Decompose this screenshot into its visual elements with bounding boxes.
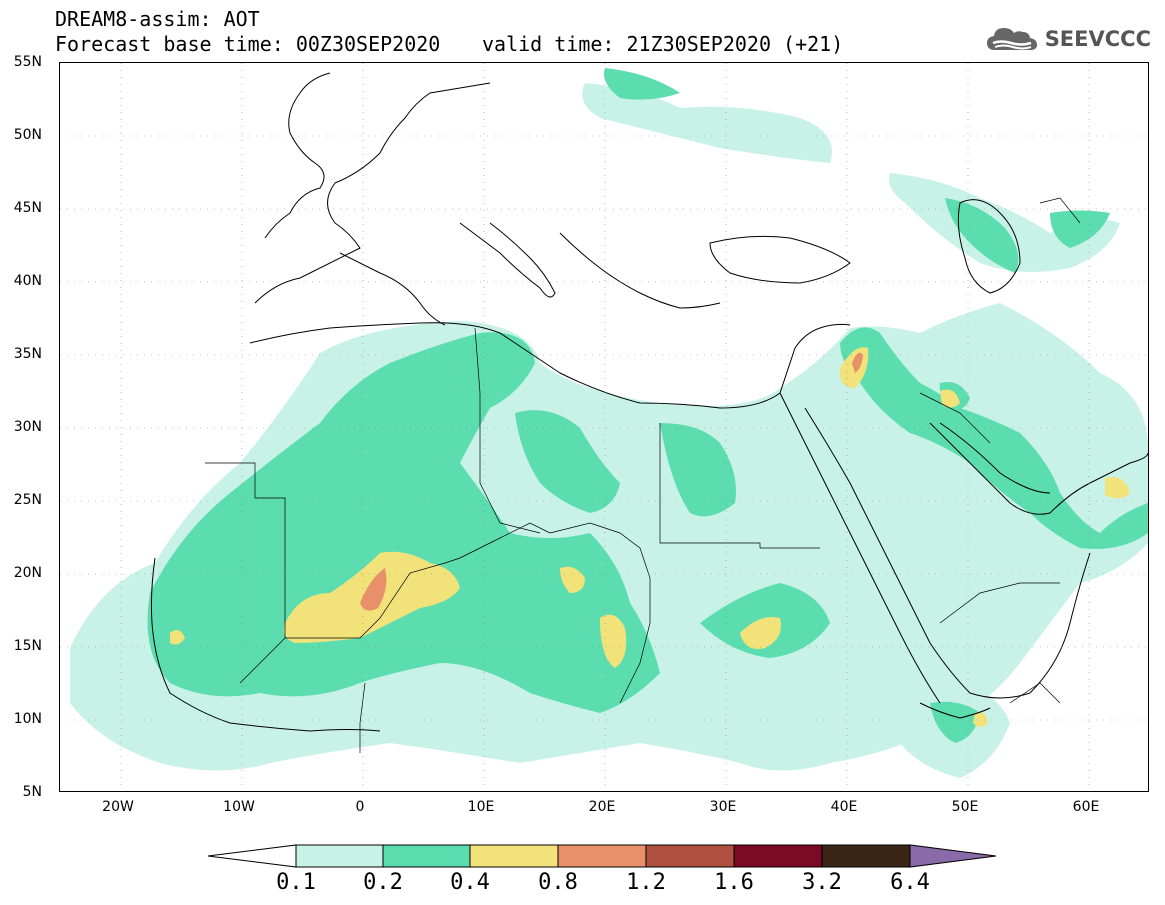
forecast-base-time: Forecast base time: 00Z30SEP2020 xyxy=(55,32,441,56)
map-canvas xyxy=(60,63,1148,791)
valid-time: valid time: 21Z30SEP2020 (+21) xyxy=(482,32,844,56)
colorbar-seg-2 xyxy=(382,844,471,868)
colorbar-label-0-2: 0.2 xyxy=(363,870,403,895)
colorbar-label-6-4: 6.4 xyxy=(890,870,930,895)
colorbar-seg-1 xyxy=(295,844,384,868)
coastlines xyxy=(150,72,1148,732)
lat-label-40n: 40N xyxy=(13,273,42,289)
colorbar-seg-4 xyxy=(557,844,647,868)
colorbar-seg-6 xyxy=(733,844,823,868)
lat-label-25n: 25N xyxy=(13,492,42,508)
lat-label-30n: 30N xyxy=(13,419,42,435)
cloud-logo-icon xyxy=(986,28,1037,50)
seevccc-logo: SEEVCCC xyxy=(985,24,1151,54)
lon-label-40e: 40E xyxy=(830,799,858,815)
lat-label-15n: 15N xyxy=(13,638,42,654)
colorbar-label-0-1: 0.1 xyxy=(276,870,316,895)
map-title: DREAM8-assim: AOT xyxy=(55,7,260,31)
lat-label-10n: 10N xyxy=(13,711,42,727)
lat-label-45n: 45N xyxy=(13,200,42,216)
lat-label-55n: 55N xyxy=(13,54,42,70)
lon-label-20e: 20E xyxy=(588,799,616,815)
logo-text: SEEVCCC xyxy=(1044,27,1151,51)
aot-field-mid xyxy=(147,68,1148,743)
aot-map xyxy=(59,62,1149,792)
colorbar-seg-7 xyxy=(821,844,911,868)
colorbar-label-0-8: 0.8 xyxy=(538,870,578,895)
colorbar xyxy=(207,843,998,873)
colorbar-seg-under xyxy=(207,844,297,868)
lon-label-0: 0 xyxy=(355,799,365,815)
lat-label-20n: 20N xyxy=(13,565,42,581)
colorbar-seg-5 xyxy=(645,844,735,868)
lat-label-50n: 50N xyxy=(13,127,42,143)
lat-label-35n: 35N xyxy=(13,346,42,362)
colorbar-label-1-2: 1.2 xyxy=(626,870,666,895)
colorbar-seg-3 xyxy=(469,844,559,868)
colorbar-label-0-4: 0.4 xyxy=(450,870,490,895)
colorbar-seg-over xyxy=(909,844,997,868)
colorbar-svg xyxy=(207,844,997,868)
country-borders xyxy=(205,197,1081,753)
lat-label-5n: 5N xyxy=(22,784,42,800)
lon-label-30e: 30E xyxy=(709,799,737,815)
lon-label-20w: 20W xyxy=(102,799,134,815)
colorbar-label-1-6: 1.6 xyxy=(714,870,754,895)
lon-label-10w: 10W xyxy=(223,799,255,815)
lon-label-50e: 50E xyxy=(951,799,979,815)
aot-field-very-high xyxy=(360,352,863,611)
lat-lon-grid xyxy=(60,63,1148,791)
lon-label-10e: 10E xyxy=(467,799,495,815)
lon-label-60e: 60E xyxy=(1072,799,1100,815)
colorbar-label-3-2: 3.2 xyxy=(802,870,842,895)
